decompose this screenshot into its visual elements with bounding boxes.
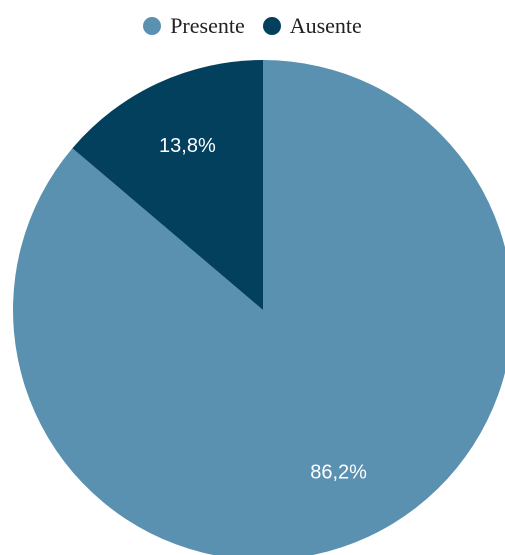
legend-swatch-presente — [143, 17, 162, 35]
legend-item-presente[interactable]: Presente — [143, 15, 245, 37]
legend-label-presente: Presente — [170, 13, 245, 38]
slice-label-ausente: 13,8% — [159, 135, 216, 157]
legend-label-ausente: Ausente — [289, 13, 362, 38]
slice-label-presente: 86,2% — [310, 462, 367, 484]
legend-item-ausente[interactable]: Ausente — [262, 13, 362, 38]
pie-slice-presente[interactable] — [13, 60, 505, 555]
pie-slice-ausente[interactable] — [72, 60, 263, 310]
legend-swatch-ausente — [262, 17, 281, 35]
chart-legend: Presente Ausente — [0, 11, 505, 41]
